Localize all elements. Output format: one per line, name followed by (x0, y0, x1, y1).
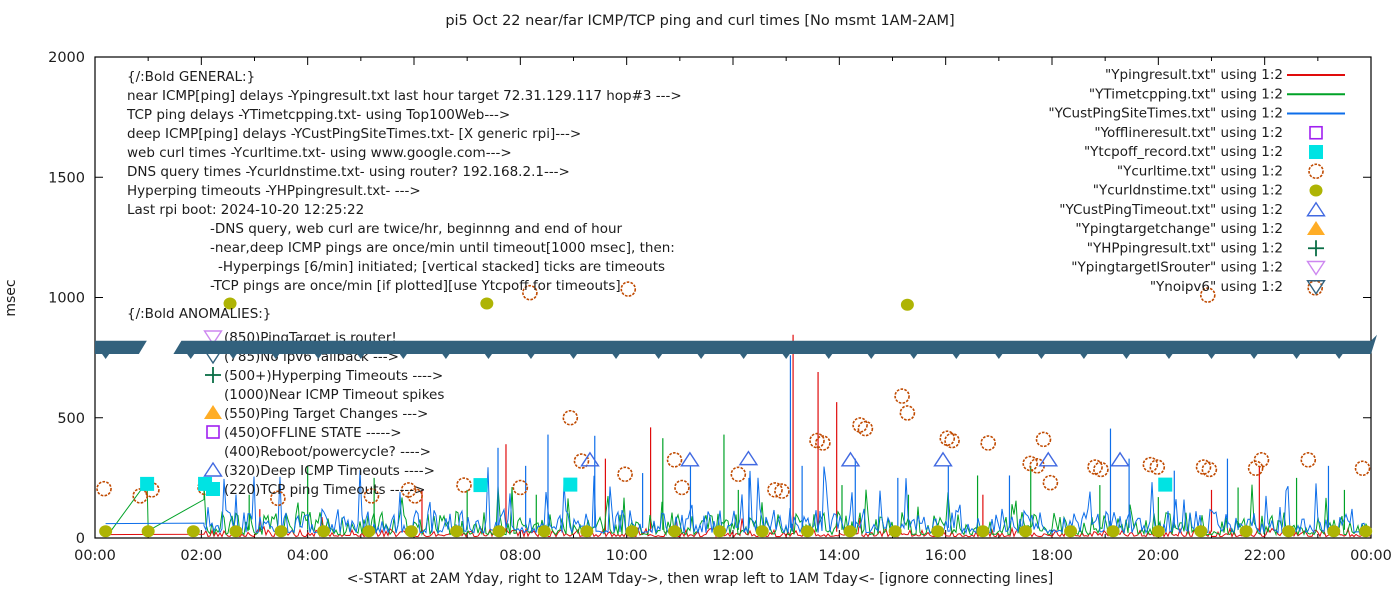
x-tick-label: 16:00 (925, 548, 967, 564)
series-deep-icmp-blue (105, 355, 1371, 535)
annotation-general-line: -TCP pings are once/min [if plotted][use… (210, 278, 621, 294)
annotation-anomaly-line: (550)Ping Target Changes ---> (224, 406, 428, 422)
annotation-anomaly-line: (400)Reboot/powercycle? ----> (224, 444, 431, 460)
annotation-general-line: DNS query times -Ycurldnstime.txt- using… (127, 164, 570, 180)
legend-label: "Ycurldnstime.txt" using 1:2 (1093, 183, 1283, 199)
annotation-general-line: -DNS query, web curl are twice/hr, begin… (210, 221, 623, 237)
annotations: {/:Bold GENERAL:} near ICMP[ping] delays … (126, 69, 682, 498)
annotation-general-line: Last rpi boot: 2024-10-20 12:25:22 (127, 202, 364, 218)
x-tick-label: 06:00 (393, 548, 435, 564)
chart-title: pi5 Oct 22 near/far ICMP/TCP ping and cu… (445, 13, 955, 29)
annotation-anomalies-header: {/:Bold ANOMALIES:} (127, 306, 271, 322)
legend-label: "Ypingtargetchange" using 1:2 (1075, 221, 1283, 237)
annotation-general-line: near ICMP[ping] delays -Ypingresult.txt … (127, 88, 682, 104)
x-tick-label: 12:00 (712, 548, 754, 564)
x-tick-label: 10:00 (606, 548, 648, 564)
x-tick-label: 00:00 (1350, 548, 1392, 564)
legend-label: "Ynoipv6" using 1:2 (1150, 279, 1283, 295)
y-tick-label: 2000 (48, 50, 85, 66)
x-axis-label: <-START at 2AM Yday, right to 12AM Tday-… (346, 571, 1054, 587)
axes: 00:00 02:00 04:00 06:00 08:00 10:00 12:00 14:00… (48, 50, 1392, 564)
x-tick-label: 04:00 (287, 548, 329, 564)
annotation-general-line: {/:Bold GENERAL:} (127, 69, 255, 85)
annotation-anomaly-line: (450)OFFLINE STATE -----> (224, 425, 402, 441)
annotation-anomaly-line: (500+)Hyperping Timeouts ----> (224, 368, 443, 384)
x-tick-label: 00:00 (74, 548, 116, 564)
annotation-general-line: TCP ping delays -YTimetcpping.txt- using… (126, 107, 510, 123)
series-deep-timeout-triangles (580, 450, 1130, 467)
x-tick-label: 14:00 (818, 548, 860, 564)
x-tick-label: 20:00 (1137, 548, 1179, 564)
annotation-general-line: Hyperping timeouts -YHPpingresult.txt- -… (127, 183, 421, 199)
y-tick-label: 500 (57, 411, 85, 427)
x-tick-label: 22:00 (1244, 548, 1286, 564)
y-tick-label: 0 (76, 531, 85, 547)
series-tcpoff-squares (140, 476, 1173, 493)
x-tick-label: 08:00 (499, 548, 541, 564)
legend-label: "YCustPingSiteTimes.txt" using 1:2 (1048, 106, 1283, 122)
annotation-general-line: -near,deep ICMP pings are once/min until… (210, 240, 675, 256)
annotation-general-line: deep ICMP[ping] delays -YCustPingSiteTim… (127, 126, 581, 142)
legend-label: "YpingtargetISrouter" using 1:2 (1071, 260, 1283, 276)
legend-label: "YHPpingresult.txt" using 1:2 (1087, 240, 1283, 256)
legend-label: "YTimetcpping.txt" using 1:2 (1089, 86, 1283, 102)
series-dns-olive (99, 297, 1373, 538)
legend-label: "Yofflineresult.txt" using 1:2 (1094, 125, 1283, 141)
legend-label: "Ytcpoff_record.txt" using 1:2 (1084, 144, 1283, 160)
series-noipv6-band (95, 334, 1378, 360)
series-curl-circles (96, 280, 1371, 507)
x-tick-label: 18:00 (1031, 548, 1073, 564)
annotation-anomaly-line: (1000)Near ICMP Timeout spikes (224, 387, 444, 403)
legend-label: "Ypingresult.txt" using 1:2 (1105, 67, 1283, 83)
legend: "Ypingresult.txt" using 1:2 "YTimetcpping… (1048, 67, 1345, 296)
y-tick-label: 1000 (48, 291, 85, 307)
annotation-general-line: web curl times -Ycurltime.txt- using www… (127, 145, 512, 161)
legend-label: "Ycurltime.txt" using 1:2 (1117, 163, 1283, 179)
annotation-general-line: -Hyperpings [6/min] initiated; [vertical… (218, 259, 665, 275)
legend-label: "YCustPingTimeout.txt" using 1:2 (1059, 202, 1283, 218)
annotation-anomaly-line: (320)Deep ICMP Timeouts ----> (224, 463, 435, 479)
y-tick-label: 1500 (48, 170, 85, 186)
x-tick-label: 02:00 (180, 548, 222, 564)
annotation-anomaly-line: (220)TCP ping Timeouts -----> (224, 482, 426, 498)
